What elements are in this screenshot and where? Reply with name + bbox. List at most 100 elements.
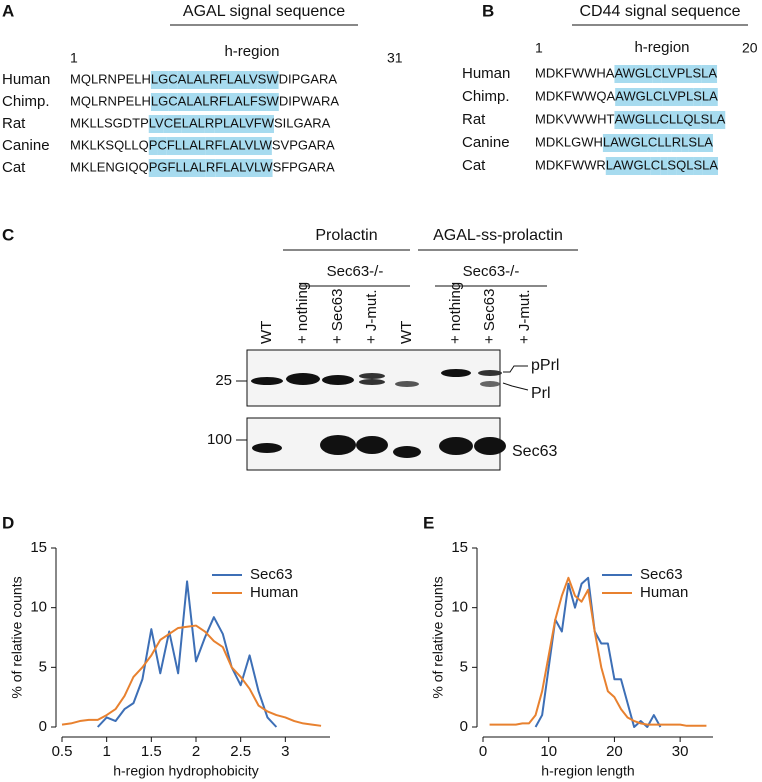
h-region-highlight [150, 93, 169, 111]
sequence-segment: ALAL [178, 93, 210, 108]
sequence-segment: MKLLSGDTP [70, 115, 149, 130]
sequence-segment: PLALVFW [214, 115, 274, 130]
lane-label: + J-mut. [363, 289, 380, 344]
h-region-highlight [614, 111, 660, 129]
sequence-segment: MDKFWWHA [535, 65, 615, 80]
h-region-highlight [652, 65, 662, 83]
sequence-segment: P [149, 137, 158, 152]
panel-label: B [482, 1, 494, 20]
sequence-segment: C [653, 88, 662, 103]
lane-label: + J-mut. [516, 289, 533, 344]
sequence-segment: LAWGL [603, 134, 648, 149]
sequence-segment: MQLRNPELH [70, 71, 151, 86]
x-tick-label: 2.5 [230, 743, 251, 760]
sequence-segment: R [209, 71, 218, 86]
panel-title: AGAL signal sequence [183, 3, 345, 20]
sequence-segment: LA [709, 111, 725, 126]
h-region-highlight [257, 93, 267, 111]
x-tick-label: 0.5 [52, 743, 73, 760]
h-region-highlight [709, 111, 726, 129]
h-region-highlight [662, 88, 694, 106]
sequence-segment: ALAL [178, 71, 210, 86]
sequence-segment: S [258, 93, 267, 108]
band-label: Sec63 [512, 443, 557, 460]
end-number: 20 [742, 40, 758, 56]
y-tick-label: 10 [30, 599, 47, 616]
band-pointer [502, 382, 529, 391]
sequence-segment: MDKFWWQA [535, 88, 615, 103]
sequence-segment: LA [701, 65, 717, 80]
h-region-highlight [257, 71, 267, 89]
species-label: Cat [2, 159, 26, 176]
h-region-highlight [205, 137, 215, 155]
h-region-highlight [693, 88, 702, 106]
sequence-segment: R [672, 134, 681, 149]
sequence-segment: C [157, 137, 166, 152]
h-region-highlight [671, 134, 682, 152]
sequence-segment: PGFLLAL [149, 159, 206, 174]
sequence-segment: S [688, 134, 697, 149]
end-number: 31 [387, 50, 403, 66]
sequence-segment: W [267, 93, 280, 108]
h-region-highlight [614, 65, 653, 83]
band-pointer [503, 365, 528, 373]
h-region-highlight [266, 71, 279, 89]
group-label: Prolactin [315, 227, 377, 244]
h-region-highlight [266, 93, 279, 111]
x-tick-label: 3 [281, 743, 289, 760]
h-region-highlight [218, 93, 258, 111]
sequence-segment: MKLKSQLLQ [70, 137, 149, 152]
legend-label: Human [250, 584, 298, 601]
h-region-highlight [177, 93, 210, 111]
h-region-highlight [681, 134, 689, 152]
sequence-segment: R [209, 93, 218, 108]
h-region-highlight [148, 159, 206, 177]
h-region-highlight [650, 157, 661, 175]
lane-label: + Sec63 [481, 289, 498, 344]
species-label: Chimp. [462, 88, 510, 105]
lane-label: + nothing [447, 282, 464, 344]
panel-label: D [2, 513, 14, 532]
h-region-highlight [177, 71, 210, 89]
sequence-segment: R [205, 115, 214, 130]
legend-label: Sec63 [250, 566, 293, 583]
species-label: Rat [2, 115, 26, 132]
lane-label: + Sec63 [329, 289, 346, 344]
h-region-highlight [181, 115, 205, 133]
h-region-highlight [602, 134, 648, 152]
sequence-segment: LAWGL [606, 157, 651, 172]
sequence-segment: LA [702, 157, 718, 172]
sequence-segment: LVPL [662, 88, 693, 103]
sequence-segment: LAL [182, 115, 205, 130]
h-region-highlight [215, 159, 273, 177]
sequence-segment: LVPL [662, 65, 693, 80]
species-label: Human [462, 65, 510, 82]
h-region-highlight [605, 157, 651, 175]
sequence-segment: MQLRNPELH [70, 93, 151, 108]
y-tick-label: 15 [30, 539, 47, 556]
sequence-segment: C [659, 111, 668, 126]
start-number: 1 [535, 40, 543, 56]
sequence-segment: C [651, 157, 660, 172]
sequence-segment: MDKFWWR [535, 157, 606, 172]
h-region-highlight [660, 157, 668, 175]
h-region-highlight [668, 111, 701, 129]
h-region-highlight [667, 157, 677, 175]
h-region-highlight [615, 88, 653, 106]
x-axis-label: h-region length [541, 763, 634, 779]
subgroup-label: Sec63-/- [327, 263, 384, 280]
x-tick-label: 2 [192, 743, 200, 760]
h-region-highlight [204, 115, 215, 133]
sequence-segment: CE [164, 115, 182, 130]
sequence-segment: FLALVLW [215, 159, 273, 174]
h-region-highlight [205, 159, 216, 177]
h-region-highlight [657, 134, 672, 152]
sequence-segment: LLQL [669, 111, 701, 126]
h-region-highlight [676, 157, 694, 175]
h-region-highlight [168, 93, 178, 111]
x-tick-label: 1 [102, 743, 110, 760]
h-region-highlight [157, 137, 167, 155]
blot [246, 349, 506, 471]
h-region-highlight [701, 88, 718, 106]
panel-title: CD44 signal sequence [580, 3, 741, 20]
